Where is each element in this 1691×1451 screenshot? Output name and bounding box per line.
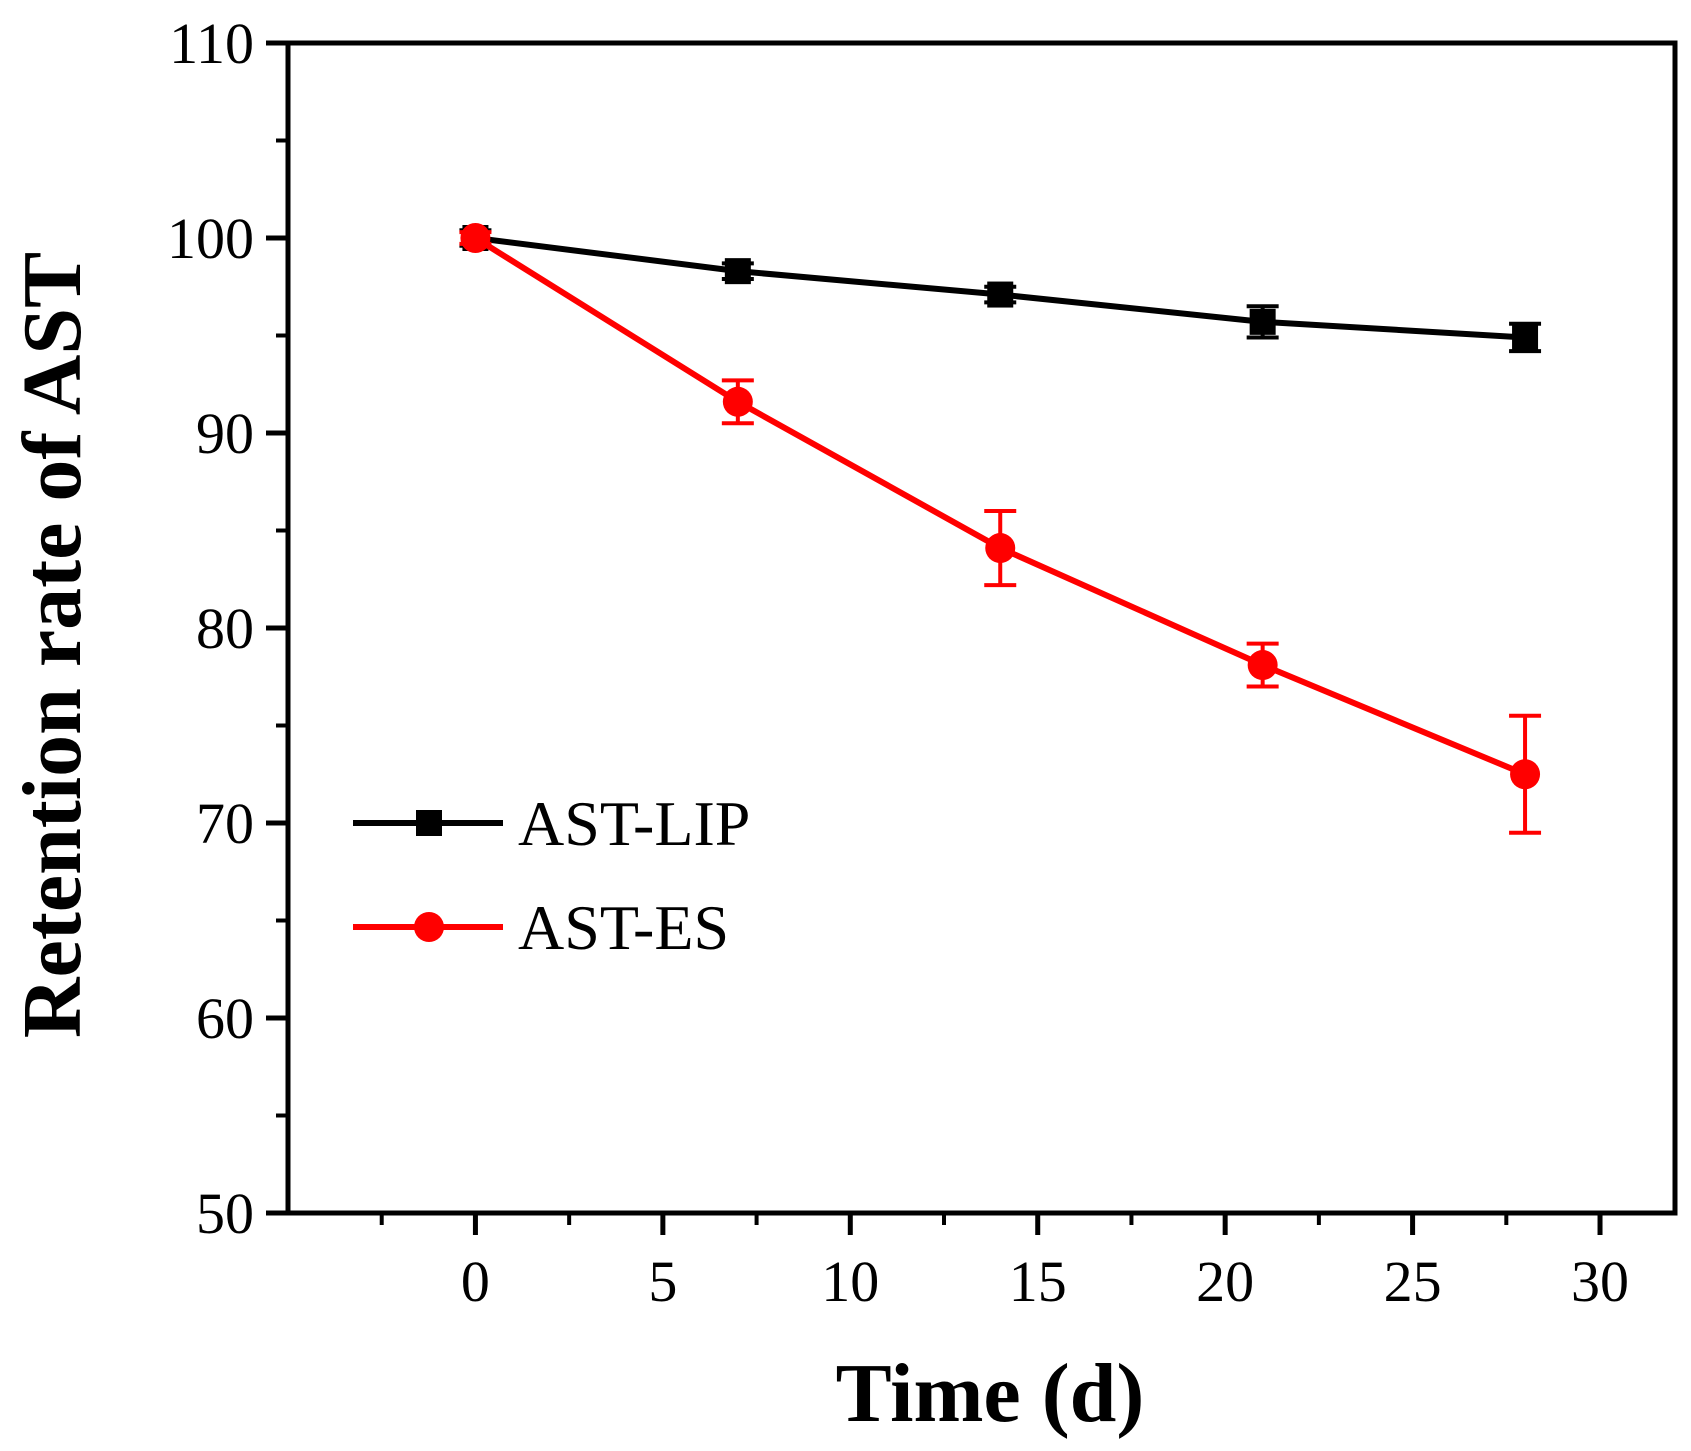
plot-border: [285, 40, 1678, 1216]
legend-label: AST-ES: [518, 892, 729, 963]
series-ast-es: [459, 223, 1542, 835]
y-tick-label: 60: [196, 986, 254, 1051]
x-tick-label: 5: [648, 1249, 677, 1314]
x-tick-label: 0: [461, 1249, 490, 1314]
y-axis-title: Retention rate of AST: [6, 252, 99, 1038]
y-tick-label: 80: [196, 596, 254, 661]
x-tick-label: 25: [1384, 1249, 1442, 1314]
y-axis: 50 60 70 80 90 100 110: [167, 11, 288, 1246]
x-tick-label: 10: [821, 1249, 879, 1314]
data-point: [985, 533, 1016, 564]
x-axis: 0 5 10 15 20 25 30: [379, 1213, 1629, 1314]
x-tick-label: 20: [1196, 1249, 1254, 1314]
series-line: [473, 235, 1527, 778]
data-point: [722, 386, 753, 417]
legend-item-ast-lip: AST-LIP: [353, 788, 750, 859]
legend-marker: [416, 810, 442, 836]
x-tick-label: 15: [1009, 1249, 1067, 1314]
data-point: [1512, 324, 1539, 351]
data-point: [460, 223, 491, 253]
data-point: [1510, 759, 1541, 790]
data-point: [724, 258, 751, 285]
data-point: [987, 281, 1014, 308]
legend: AST-LIP AST-ES: [353, 788, 750, 963]
plot-frame: [285, 40, 1678, 1216]
data-point: [1247, 650, 1278, 681]
series-layer: [459, 223, 1542, 835]
x-tick-label: 30: [1571, 1249, 1629, 1314]
y-tick-label: 90: [196, 401, 254, 466]
y-tick-label: 70: [196, 791, 254, 856]
legend-marker: [414, 912, 444, 942]
y-tick-label: 100: [167, 206, 254, 271]
data-point: [1249, 308, 1276, 335]
y-tick-label: 110: [169, 11, 254, 76]
y-tick-label: 50: [196, 1181, 254, 1246]
legend-label: AST-LIP: [518, 788, 750, 859]
x-axis-title: Time (d): [836, 1347, 1145, 1440]
legend-item-ast-es: AST-ES: [353, 892, 729, 963]
